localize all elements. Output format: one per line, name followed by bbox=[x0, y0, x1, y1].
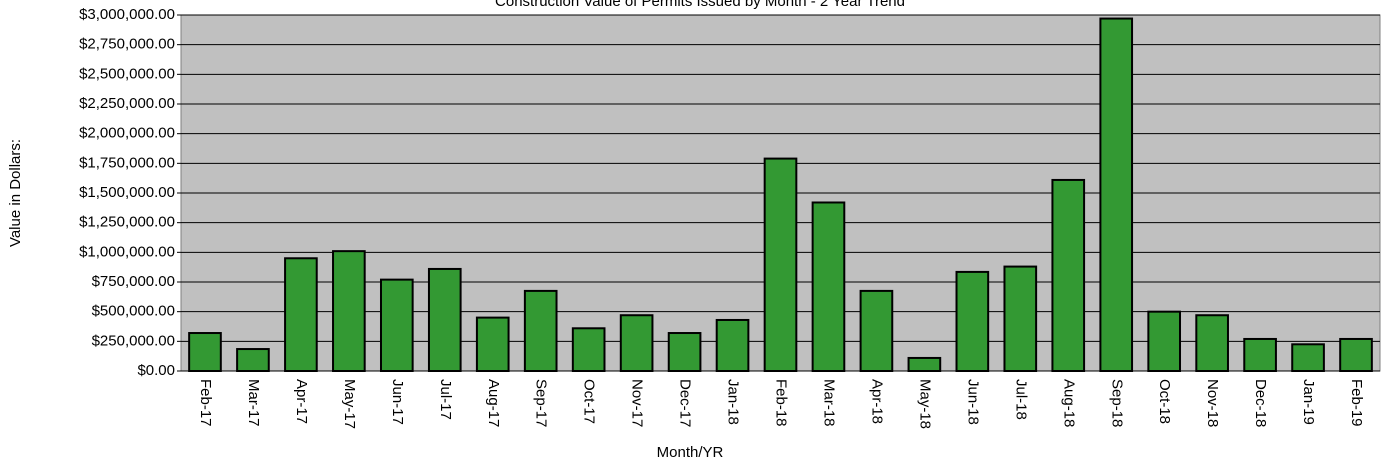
x-tick-label: Oct-18 bbox=[1156, 379, 1173, 424]
bar bbox=[475, 316, 510, 373]
x-tick-label: Nov-18 bbox=[1204, 379, 1221, 427]
bar bbox=[859, 289, 894, 372]
bar bbox=[1003, 265, 1038, 372]
bar bbox=[1195, 314, 1229, 372]
y-tick-label: $1,250,000.00 bbox=[79, 214, 175, 231]
y-tick-label: $500,000.00 bbox=[92, 303, 175, 320]
y-axis-label: Value in Dollars: bbox=[7, 139, 24, 247]
x-tick-label: Feb-17 bbox=[197, 379, 214, 427]
y-tick-label: $2,250,000.00 bbox=[79, 95, 175, 112]
x-tick-label: May-17 bbox=[341, 379, 358, 429]
x-tick-label: Mar-17 bbox=[245, 379, 262, 427]
y-tick-label: $750,000.00 bbox=[92, 273, 175, 290]
bar bbox=[1291, 343, 1325, 372]
y-tick-label: $3,000,000.00 bbox=[79, 6, 175, 23]
bar bbox=[811, 201, 846, 372]
y-tick-label: $0.00 bbox=[137, 362, 175, 379]
x-tick-label: Jul-18 bbox=[1012, 379, 1029, 420]
x-tick-label: Dec-18 bbox=[1252, 379, 1269, 427]
x-tick-label: Apr-17 bbox=[293, 379, 310, 424]
y-tick-label: $1,500,000.00 bbox=[79, 184, 175, 201]
x-axis-label: Month/YR bbox=[657, 444, 724, 461]
bar bbox=[1243, 337, 1277, 372]
chart-title: Construction Value of Permits Issued by … bbox=[495, 0, 905, 10]
x-tick-label: Dec-17 bbox=[677, 379, 694, 427]
y-tick-label: $2,500,000.00 bbox=[79, 65, 175, 82]
y-tick-label: $2,000,000.00 bbox=[79, 125, 175, 142]
x-tick-label: Jun-17 bbox=[389, 379, 406, 425]
y-tick-label: $2,750,000.00 bbox=[79, 36, 175, 53]
bar bbox=[1099, 17, 1134, 373]
x-tick-label: Sep-18 bbox=[1108, 379, 1125, 427]
bar bbox=[379, 278, 414, 373]
x-tick-label: Jan-18 bbox=[725, 379, 742, 425]
x-tick-label: Apr-18 bbox=[868, 379, 885, 424]
x-tick-label: Jun-18 bbox=[964, 379, 981, 425]
bar bbox=[236, 348, 270, 372]
bar bbox=[1051, 178, 1086, 372]
x-tick-label: Aug-18 bbox=[1060, 379, 1077, 427]
bar bbox=[715, 318, 750, 372]
y-tick-label: $1,000,000.00 bbox=[79, 243, 175, 260]
x-tick-label: Feb-18 bbox=[773, 379, 790, 427]
bar bbox=[188, 332, 222, 373]
bar bbox=[907, 356, 942, 372]
x-tick-label: Nov-17 bbox=[629, 379, 646, 427]
bar bbox=[523, 289, 558, 372]
x-tick-label: Jan-19 bbox=[1300, 379, 1317, 425]
bar bbox=[667, 332, 702, 373]
y-tick-label: $1,750,000.00 bbox=[79, 154, 175, 171]
bar bbox=[1339, 337, 1373, 372]
x-tick-label: Feb-19 bbox=[1348, 379, 1365, 427]
bar bbox=[284, 257, 318, 372]
bar bbox=[955, 270, 990, 372]
y-tick-label: $250,000.00 bbox=[92, 332, 175, 349]
bar bbox=[332, 250, 366, 372]
x-tick-label: Oct-17 bbox=[581, 379, 598, 424]
bar bbox=[571, 327, 606, 372]
x-tick-label: Aug-17 bbox=[485, 379, 502, 427]
x-tick-label: Sep-17 bbox=[533, 379, 550, 427]
bar bbox=[763, 157, 798, 372]
bar bbox=[1147, 310, 1182, 372]
x-tick-label: Mar-18 bbox=[820, 379, 837, 427]
x-tick-label: May-18 bbox=[916, 379, 933, 429]
x-tick-label: Jul-17 bbox=[437, 379, 454, 420]
bar bbox=[619, 314, 654, 372]
bar bbox=[427, 267, 462, 372]
